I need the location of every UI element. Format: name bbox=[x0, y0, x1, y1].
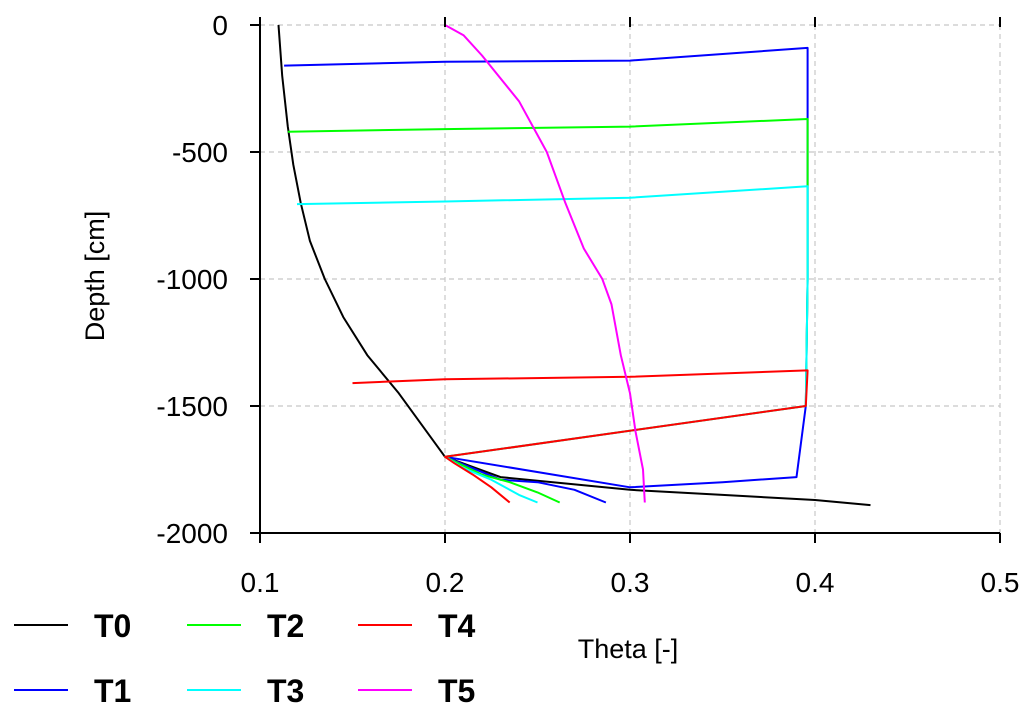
legend-label-t4: T4 bbox=[438, 608, 476, 644]
y-tick-label: -1500 bbox=[156, 391, 228, 422]
x-axis-title: Theta [-] bbox=[578, 634, 679, 664]
x-tick-label: 0.5 bbox=[981, 567, 1020, 598]
y-axis-title: Depth [cm] bbox=[80, 211, 110, 342]
y-tick-label: -500 bbox=[172, 137, 228, 168]
series-line-t0 bbox=[277, 24, 871, 507]
series-line-t3 bbox=[296, 185, 809, 504]
series-line-t1 bbox=[284, 46, 809, 504]
ticks: 0.1 0.2 0.3 0.4 0.5 0 -500 -1000 -1500 -2000 bbox=[156, 10, 1019, 598]
legend-label-t2: T2 bbox=[267, 608, 304, 644]
legend-label-t0: T0 bbox=[94, 608, 131, 644]
legend-label-t3: T3 bbox=[267, 673, 304, 709]
x-tick-label: 0.2 bbox=[426, 567, 465, 598]
y-tick-label: 0 bbox=[212, 10, 228, 41]
series-lines bbox=[277, 24, 871, 507]
y-tick-label: -2000 bbox=[156, 518, 228, 549]
x-tick-label: 0.3 bbox=[611, 567, 650, 598]
x-tick-label: 0.1 bbox=[241, 567, 280, 598]
y-tick-label: -1000 bbox=[156, 264, 228, 295]
series-line-t5 bbox=[444, 24, 646, 503]
legend-label-t5: T5 bbox=[438, 673, 475, 709]
legend: T0 T2 T4 T1 T3 T5 bbox=[14, 608, 476, 709]
grid bbox=[260, 24, 1001, 533]
legend-label-t1: T1 bbox=[94, 673, 131, 709]
series-line-t4 bbox=[352, 369, 809, 504]
axes bbox=[259, 20, 1000, 534]
x-tick-label: 0.4 bbox=[796, 567, 835, 598]
series-line-t2 bbox=[287, 118, 809, 504]
